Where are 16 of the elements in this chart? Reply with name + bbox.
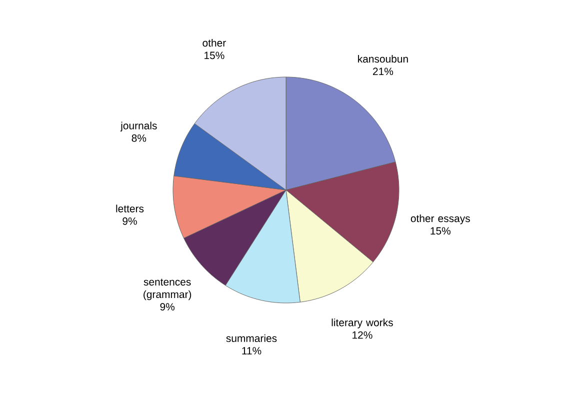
slice-label: other essays (410, 214, 470, 224)
slice-label: journals (120, 122, 157, 132)
data-label: 9% (160, 303, 175, 311)
slice-label: other (202, 38, 226, 47)
data-label: 15% (204, 52, 224, 60)
slice-label: summaries (226, 334, 277, 342)
data-label: 9% (122, 217, 137, 225)
data-label: 8% (132, 134, 146, 142)
data-label: 11% (242, 347, 262, 354)
data-label: 21% (373, 68, 394, 76)
slice-label: literary works (332, 318, 393, 328)
data-label: 15% (430, 227, 450, 235)
slice-label: sentences (grammar) (144, 278, 192, 300)
data-label: 12% (352, 331, 372, 339)
slice-label: kansoubun (358, 54, 408, 63)
slice-label: letters (116, 204, 144, 212)
